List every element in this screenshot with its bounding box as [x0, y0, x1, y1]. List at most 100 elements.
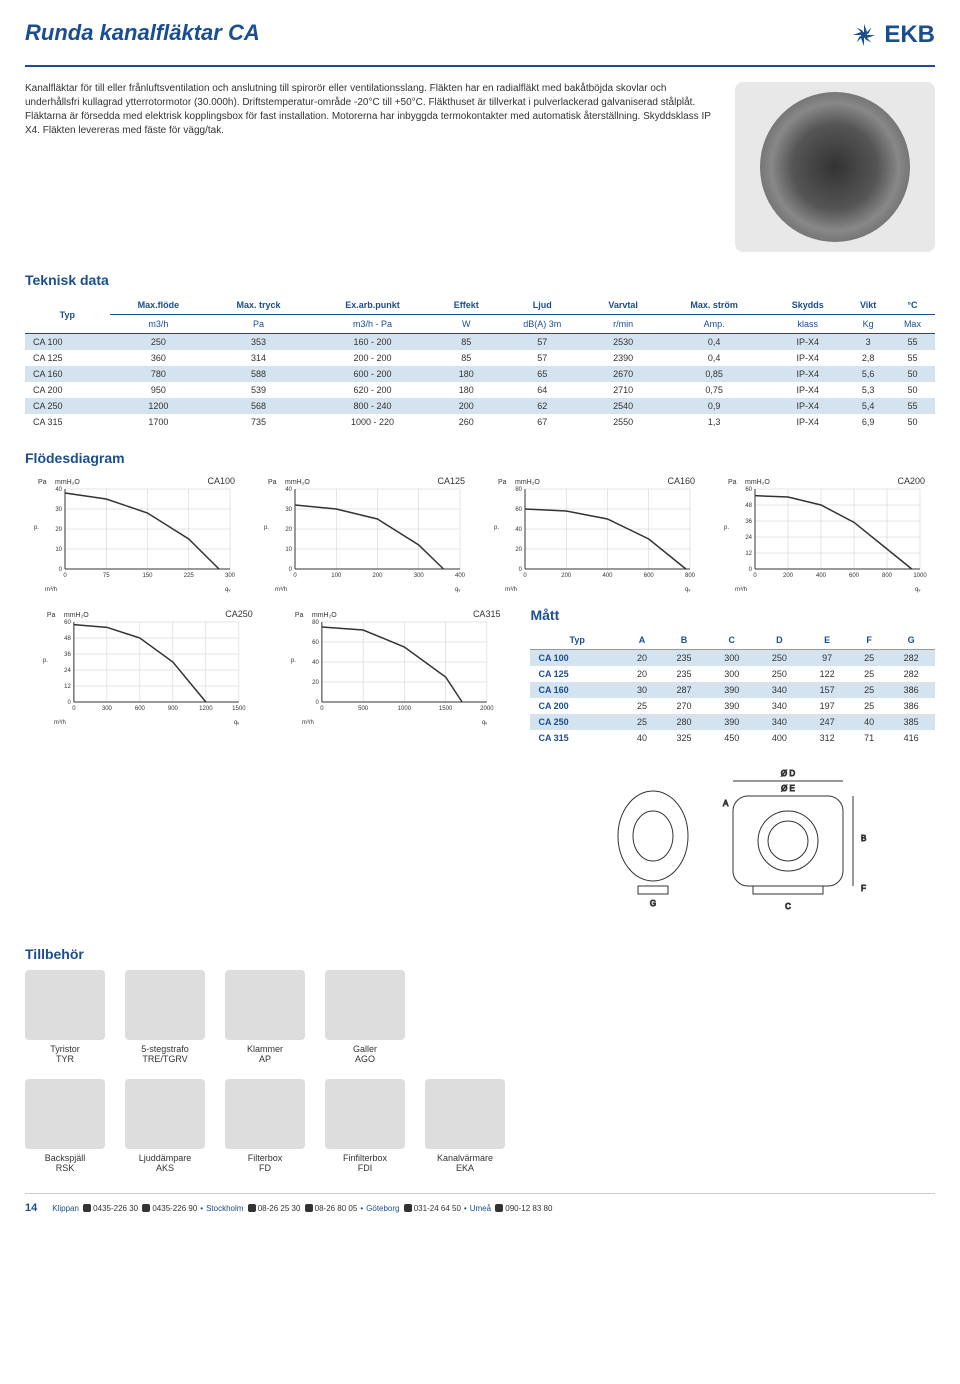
accessory-item: Filterbox FD	[225, 1079, 305, 1173]
accessory-image	[425, 1079, 505, 1149]
logo: EKB	[849, 20, 935, 50]
svg-text:20: 20	[515, 547, 522, 553]
svg-text:qᵥ: qᵥ	[455, 587, 460, 593]
th-strom: Max. ström	[659, 296, 769, 315]
svg-text:1000: 1000	[397, 706, 411, 712]
svg-text:1500: 1500	[232, 706, 246, 712]
svg-text:qᵥ: qᵥ	[225, 587, 230, 593]
accessory-name: Ljuddämpare	[125, 1153, 205, 1163]
accessory-image	[25, 970, 105, 1040]
phone-icon	[404, 1204, 412, 1212]
footer-city: Stockholm	[206, 1204, 243, 1213]
svg-text:10: 10	[285, 547, 292, 553]
svg-text:A: A	[723, 799, 729, 808]
svg-text:Pa: Pa	[47, 612, 56, 619]
svg-text:500: 500	[358, 706, 369, 712]
svg-text:100: 100	[331, 573, 342, 579]
accessory-code: RSK	[25, 1163, 105, 1173]
svg-text:0: 0	[519, 567, 523, 573]
accessory-item: Klammer AP	[225, 970, 305, 1064]
table-row: CA 2502528039034024740385	[530, 714, 935, 730]
svg-text:m³/h: m³/h	[735, 587, 747, 593]
svg-text:48: 48	[64, 636, 71, 642]
intro-section: Kanalfläktar för till eller frånluftsven…	[25, 82, 935, 252]
svg-text:60: 60	[515, 507, 522, 513]
fax-icon	[305, 1204, 313, 1212]
svg-text:40: 40	[55, 487, 62, 493]
logo-text: EKB	[884, 21, 935, 49]
svg-text:0: 0	[68, 700, 72, 706]
table-row: CA 3154032545040031271416	[530, 730, 935, 746]
svg-text:p.: p.	[43, 658, 48, 664]
svg-text:p.: p.	[724, 525, 729, 531]
svg-text:mmH₂O: mmH₂O	[745, 479, 770, 486]
accessory-name: Klammer	[225, 1044, 305, 1054]
svg-text:0: 0	[749, 567, 753, 573]
accessory-image	[125, 1079, 205, 1149]
svg-text:300: 300	[225, 573, 236, 579]
accessory-name: Kanalvärmare	[425, 1153, 505, 1163]
svg-text:800: 800	[882, 573, 893, 579]
svg-text:mmH₂O: mmH₂O	[312, 612, 337, 619]
accessory-image	[225, 1079, 305, 1149]
page-title: Runda kanalfläktar CA	[25, 20, 260, 46]
th-typ: Typ	[25, 296, 110, 334]
flow-chart: PammH₂O0102030400100200300400p.m³/hqᵥ	[255, 474, 475, 594]
accessory-name: Finfilterbox	[325, 1153, 405, 1163]
svg-text:60: 60	[745, 487, 752, 493]
accessory-image	[325, 1079, 405, 1149]
svg-text:mmH₂O: mmH₂O	[515, 479, 540, 486]
accessory-item: Ljuddämpare AKS	[125, 1079, 205, 1173]
accessory-name: Tyristor	[25, 1044, 105, 1054]
flow-chart: PammH₂O0204060800500100015002000p.m³/hqᵥ	[273, 607, 511, 727]
tech-title: Teknisk data	[25, 272, 935, 288]
chart-label: CA200	[897, 476, 925, 486]
th-exarb: Ex.arb.punkt	[310, 296, 435, 315]
svg-text:m³/h: m³/h	[302, 720, 314, 726]
table-row: CA 200950539620 - 2001806427100,75IP-X45…	[25, 382, 935, 398]
th-skydd: Skydds	[769, 296, 846, 315]
svg-text:0: 0	[289, 567, 293, 573]
footer: 14 Klippan 0435-226 30 0435-226 90•Stock…	[25, 1193, 935, 1222]
table-row: CA 31517007351000 - 2202606725501,3IP-X4…	[25, 414, 935, 430]
chart-label: CA125	[437, 476, 465, 486]
accessory-image	[25, 1079, 105, 1149]
svg-text:p.: p.	[34, 525, 39, 531]
svg-text:0: 0	[293, 573, 297, 579]
th-effekt: Effekt	[435, 296, 497, 315]
svg-text:p.: p.	[291, 658, 296, 664]
accessory-item: Finfilterbox FDI	[325, 1079, 405, 1173]
chart-label: CA100	[207, 476, 235, 486]
svg-text:p.: p.	[264, 525, 269, 531]
svg-text:400: 400	[816, 573, 827, 579]
svg-text:24: 24	[745, 535, 752, 541]
svg-text:Pa: Pa	[295, 612, 304, 619]
divider	[25, 65, 935, 67]
svg-text:20: 20	[312, 680, 319, 686]
flow-title: Flödesdiagram	[25, 450, 935, 466]
svg-text:B: B	[861, 834, 866, 843]
svg-text:F: F	[861, 884, 866, 893]
accessory-item: Backspjäll RSK	[25, 1079, 105, 1173]
th-varvtal: Varvtal	[587, 296, 659, 315]
svg-text:30: 30	[55, 507, 62, 513]
accessory-item: Tyristor TYR	[25, 970, 105, 1064]
flow-chart: PammH₂O010203040075150225300p.m³/hqᵥ	[25, 474, 245, 594]
svg-text:60: 60	[312, 640, 319, 646]
svg-text:36: 36	[745, 519, 752, 525]
svg-text:80: 80	[515, 487, 522, 493]
svg-text:12: 12	[745, 551, 752, 557]
phone-icon	[83, 1204, 91, 1212]
tech-table: Typ Max.flöde Max. tryck Ex.arb.punkt Ef…	[25, 296, 935, 430]
svg-text:40: 40	[285, 487, 292, 493]
svg-text:m³/h: m³/h	[505, 587, 517, 593]
svg-text:10: 10	[55, 547, 62, 553]
svg-text:m³/h: m³/h	[54, 720, 66, 726]
svg-text:p.: p.	[494, 525, 499, 531]
th-temp: °C	[890, 296, 935, 315]
page-number: 14	[25, 1202, 37, 1214]
svg-text:m³/h: m³/h	[45, 587, 57, 593]
svg-text:1000: 1000	[913, 573, 927, 579]
chart-label: CA250	[225, 609, 253, 619]
svg-text:40: 40	[312, 660, 319, 666]
